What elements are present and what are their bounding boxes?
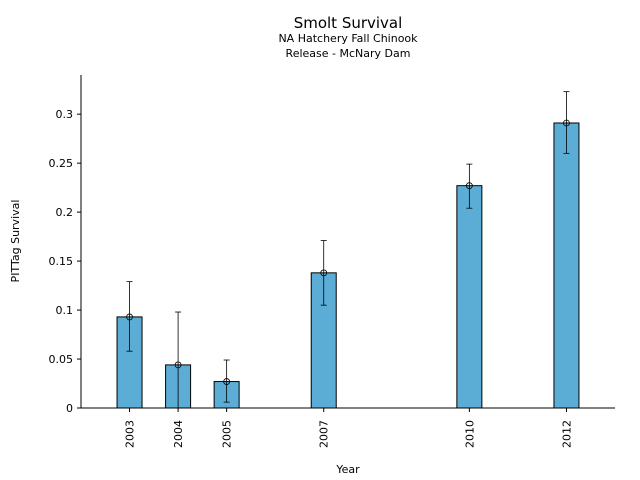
chart-subtitle-line-2: Release - McNary Dam [286,47,411,60]
y-tick-label: 0.05 [49,353,74,366]
point-marker-2007 [320,269,328,277]
y-tick-label: 0.1 [56,304,74,317]
x-tick-label-2003: 2003 [124,420,137,448]
x-tick-label-2005: 2005 [221,420,234,448]
y-tick-label: 0.3 [56,108,74,121]
bar-2010 [456,185,483,409]
error-bars-layer [126,91,570,409]
point-marker-2004 [174,361,182,369]
x-tick-label-2004: 2004 [172,420,185,448]
bars-layer [116,122,580,409]
point-marker-2003 [126,313,133,321]
point-marker-2010 [465,182,473,190]
x-tick-label-2012: 2012 [560,420,573,448]
chart-title: Smolt Survival [294,14,403,32]
point-marker-2012 [563,119,570,127]
chart-subtitle-line-1: NA Hatchery Fall Chinook [278,32,418,45]
x-tick-label-2010: 2010 [463,420,476,448]
y-tick-label: 0.25 [49,157,74,170]
bar-2012 [553,122,580,409]
x-axis-ticks: 2003 2004 2005 2007 2010 2012 [124,408,573,448]
y-tick-label: 0 [66,402,73,415]
point-marker-2005 [223,378,231,385]
y-axis-ticks: 0 0.05 0.1 0.15 0.2 0.25 0.3 [49,108,81,415]
y-axis-label: PITTag Survival [9,200,22,283]
x-tick-label-2007: 2007 [318,420,331,448]
bar-2007 [310,272,337,409]
x-axis-label: Year [335,463,360,476]
y-tick-label: 0.2 [56,206,74,219]
y-tick-label: 0.15 [49,255,74,268]
